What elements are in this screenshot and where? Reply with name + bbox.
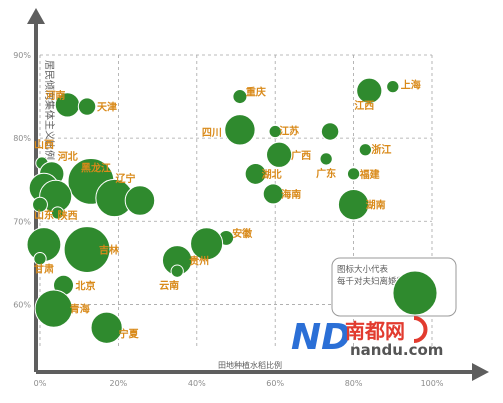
data-point: [124, 185, 156, 216]
legend-line-1: 图标大小代表: [337, 264, 389, 275]
data-point: [90, 311, 123, 344]
data-point-label: 青海: [70, 303, 90, 316]
legend-box: 图标大小代表 每千对夫妇离婚数: [331, 257, 457, 317]
data-point-label: 湖南: [366, 199, 386, 212]
data-point-label: 陕西: [58, 209, 78, 222]
data-point-label: 江西: [354, 99, 374, 112]
logo-brand-url: nandu.com: [350, 341, 443, 359]
x-tick-label: 40%: [188, 379, 206, 388]
data-point: [346, 167, 361, 181]
data-point-label: 山西: [34, 138, 54, 151]
y-axis-arrow: [27, 8, 45, 24]
data-point-label: 海南: [281, 188, 301, 201]
data-point: [262, 183, 284, 205]
data-point-label: 安徽: [232, 227, 253, 240]
data-point-label: 吉林: [99, 244, 120, 257]
y-tick-label: 60%: [13, 300, 31, 309]
legend-line-2: 每千对夫妇离婚数: [337, 276, 406, 287]
data-point-label: 上海: [401, 79, 421, 92]
tick-labels: 0% 20% 40% 60% 80% 100% 60% 70% 80% 90%: [13, 51, 444, 388]
data-point: [356, 77, 383, 104]
x-tick-label: 100%: [421, 379, 444, 388]
data-point-label: 河南: [45, 89, 65, 102]
nandu-logo: ND 南都网 nandu.com: [291, 316, 443, 359]
data-point-label: 贵州: [189, 254, 209, 267]
x-axis-label: 田地种植水稻比例: [218, 360, 282, 370]
logo-nd-mark: ND: [291, 317, 351, 358]
data-point: [32, 196, 48, 213]
data-point: [224, 114, 256, 146]
data-point-label: 重庆: [246, 86, 266, 99]
y-axis-label: 居民倾向集体主义比例: [43, 60, 56, 160]
data-point: [232, 89, 248, 105]
data-point: [50, 206, 65, 220]
x-tick-label: 60%: [266, 379, 284, 388]
y-tick-label: 90%: [13, 51, 31, 60]
data-point: [63, 226, 111, 273]
legend-bubble: [392, 270, 438, 316]
data-point: [319, 152, 333, 166]
data-point-label: 黑龙江: [81, 161, 111, 174]
data-point-label: 甘肃: [34, 263, 54, 276]
data-point-label: 河北: [58, 150, 78, 163]
x-axis-arrow: [472, 363, 489, 381]
data-point: [77, 97, 97, 116]
data-point-label: 江苏: [279, 124, 299, 137]
logo-swoosh-icon: [413, 316, 428, 343]
x-tick-label: 0%: [34, 379, 47, 388]
data-point: [244, 162, 267, 185]
data-point: [320, 122, 340, 141]
data-point: [34, 289, 73, 328]
data-point-label: 浙江: [371, 143, 391, 156]
data-point-label: 宁夏: [119, 328, 140, 341]
data-point-label: 云南: [159, 279, 179, 292]
data-point-label: 山东: [34, 209, 54, 222]
data-point-label: 天津: [97, 101, 117, 114]
data-point-label: 湖北: [262, 168, 282, 181]
data-point: [358, 143, 373, 157]
data-point: [268, 124, 282, 139]
data-point: [386, 79, 400, 94]
data-point-label: 四川: [202, 127, 222, 139]
data-point: [170, 264, 184, 278]
y-tick-label: 70%: [13, 217, 31, 226]
data-point: [33, 252, 47, 266]
data-point: [266, 141, 293, 168]
data-point: [337, 188, 370, 221]
logo-brand-chinese: 南都网: [345, 319, 405, 343]
data-point: [190, 227, 224, 261]
y-tick-label: 80%: [13, 134, 31, 143]
data-point-label: 北京: [76, 279, 96, 292]
x-tick-label: 80%: [345, 379, 363, 388]
x-tick-label: 20%: [110, 379, 128, 388]
data-point-label: 广西: [291, 149, 311, 162]
data-point-label: 广东: [316, 167, 336, 180]
data-point-label: 福建: [359, 168, 381, 181]
data-point-label: 辽宁: [115, 172, 135, 185]
